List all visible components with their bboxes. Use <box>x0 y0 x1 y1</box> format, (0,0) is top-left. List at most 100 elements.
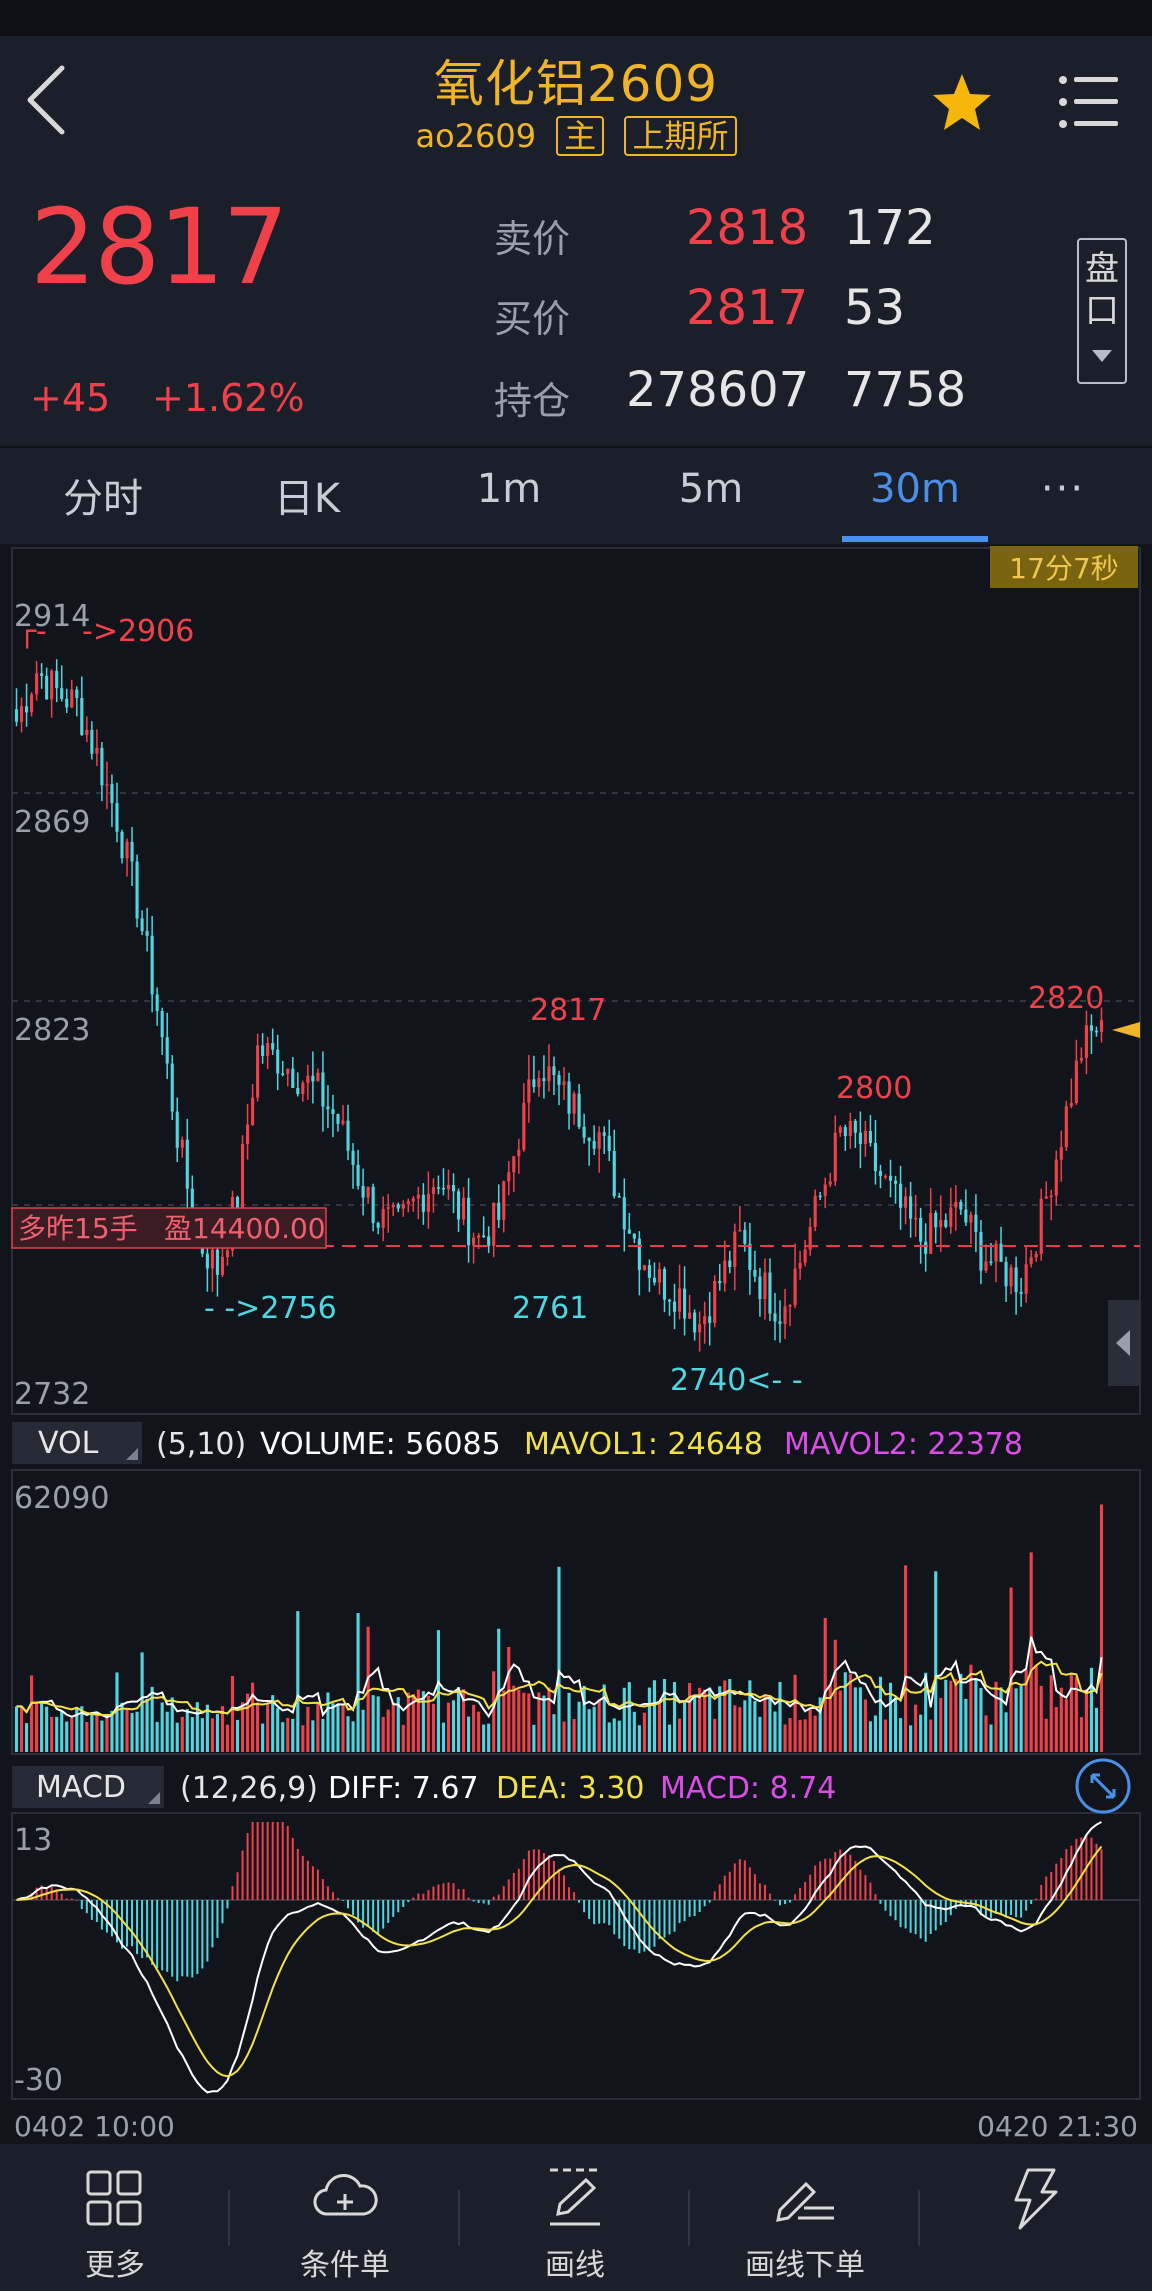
nav-conditional-order-label: 条件单 <box>300 2248 390 2283</box>
menu-button[interactable] <box>1058 72 1120 132</box>
candle-body <box>698 1324 702 1333</box>
candle-body <box>914 1217 918 1220</box>
time-axis-end: 0420 21:30 <box>977 2110 1138 2143</box>
tab-daily-k[interactable]: 日K <box>273 476 341 522</box>
volume-bar <box>30 1675 34 1752</box>
vol-tab[interactable] <box>12 1422 142 1464</box>
candle-body <box>562 1081 566 1086</box>
volume-bar <box>888 1682 893 1752</box>
favorite-button[interactable] <box>930 70 994 134</box>
nav-conditional-order[interactable]: 条件单 <box>230 2144 460 2291</box>
volume-bar <box>286 1717 290 1752</box>
candle-body <box>50 670 54 700</box>
candle-body <box>688 1312 692 1319</box>
volume-bar <box>266 1703 270 1752</box>
volume-bar <box>386 1709 390 1752</box>
volume-bar <box>1034 1665 1038 1752</box>
volume-bar <box>1044 1718 1048 1752</box>
candle-body <box>713 1280 717 1323</box>
volume-bar <box>728 1678 732 1752</box>
candle-body <box>567 1081 571 1114</box>
nav-lightning[interactable] <box>920 2144 1150 2291</box>
candle-body <box>165 1037 169 1064</box>
candle-body <box>557 1075 561 1086</box>
status-bar <box>0 0 1152 36</box>
candle-body <box>577 1093 581 1127</box>
tab-30m[interactable]: 30m <box>870 466 960 512</box>
candle-body <box>843 1127 847 1137</box>
candle-body <box>366 1186 370 1198</box>
candle-body <box>1074 1060 1078 1104</box>
nav-separator <box>228 2190 230 2246</box>
candle-body <box>974 1214 978 1232</box>
volume-bar <box>904 1565 908 1752</box>
peak-label-3: 2820 <box>1028 981 1104 1016</box>
candle-body <box>728 1260 732 1267</box>
candle-body <box>632 1233 636 1239</box>
candle-body <box>748 1243 752 1270</box>
candle-body <box>45 675 49 700</box>
candle-body <box>1029 1257 1033 1265</box>
volume-bar <box>381 1716 385 1752</box>
volume-bar <box>421 1691 425 1752</box>
candle-body <box>281 1073 285 1075</box>
kline-chart[interactable]: 17分7秒 2914 2869 2823 2732 多昨15手 盈14400.0… <box>0 544 1152 2144</box>
volume-bar <box>1054 1706 1058 1752</box>
volume-bar <box>808 1708 812 1752</box>
candle-body <box>1014 1267 1018 1292</box>
back-button[interactable] <box>20 60 80 140</box>
candle-body <box>381 1208 385 1228</box>
cloud-plus-icon <box>313 2174 378 2216</box>
candle-body <box>235 1196 240 1209</box>
candle-body <box>185 1139 189 1189</box>
volume-bar <box>356 1613 360 1752</box>
candle-body <box>1069 1103 1073 1107</box>
time-axis-start: 0402 10:00 <box>14 2110 175 2143</box>
order-book-button[interactable]: 盘 口 <box>1077 238 1127 384</box>
volume-bar <box>788 1717 792 1752</box>
bid-price: 2817 <box>686 280 809 336</box>
expand-button[interactable] <box>1075 1758 1131 1814</box>
volume-panel-border <box>11 1469 1141 1755</box>
bottom-toolbar: 更多 条件单 画线 画线下单 <box>0 2144 1152 2291</box>
nav-draw-order[interactable]: 画线下单 <box>690 2144 920 2291</box>
candle-body <box>873 1142 878 1172</box>
tab-5m[interactable]: 5m <box>678 466 744 512</box>
candlesticks <box>14 659 1104 1352</box>
candle-body <box>527 1079 531 1103</box>
volume-bar <box>85 1721 89 1752</box>
volume-bar <box>542 1695 546 1752</box>
nav-draw-line[interactable]: 画线 <box>460 2144 690 2291</box>
candle-body <box>964 1209 968 1223</box>
macd-tab[interactable] <box>12 1766 164 1808</box>
candle-body <box>55 670 59 689</box>
tab-1m[interactable]: 1m <box>476 466 542 512</box>
candle-body <box>753 1269 757 1277</box>
nav-more[interactable]: 更多 <box>0 2144 230 2291</box>
volume-bar <box>868 1721 872 1752</box>
page-title: 氧化铝2609 <box>433 55 719 113</box>
volume-bar <box>743 1700 747 1752</box>
candle-body <box>170 1063 174 1112</box>
candle-body <box>617 1196 621 1198</box>
chart-area[interactable]: 17分7秒 2914 2869 2823 2732 多昨15手 盈14400.0… <box>0 544 1152 2144</box>
volume-bar <box>346 1716 350 1752</box>
candle-body <box>215 1249 219 1275</box>
contract-subtitle: ao2609 主 上期所 <box>0 116 1152 156</box>
exchange-tag: 上期所 <box>624 116 737 156</box>
macd-histogram <box>16 1821 1103 2094</box>
candle-body <box>883 1175 888 1178</box>
volume-bar <box>818 1697 822 1752</box>
volume-bar <box>492 1671 496 1752</box>
candle-body <box>70 689 74 708</box>
volume-bar <box>65 1721 69 1752</box>
volume-bar <box>1019 1685 1023 1752</box>
candle-body <box>984 1261 988 1271</box>
volume-bar <box>969 1664 973 1752</box>
more-periods-button[interactable]: ··· <box>1040 466 1086 512</box>
candle-body <box>1044 1196 1048 1199</box>
candle-body <box>386 1207 390 1209</box>
tab-fenshi[interactable]: 分时 <box>63 476 143 522</box>
low-marker-3: 2740<- - <box>670 1363 803 1398</box>
volume-bar <box>778 1681 782 1752</box>
